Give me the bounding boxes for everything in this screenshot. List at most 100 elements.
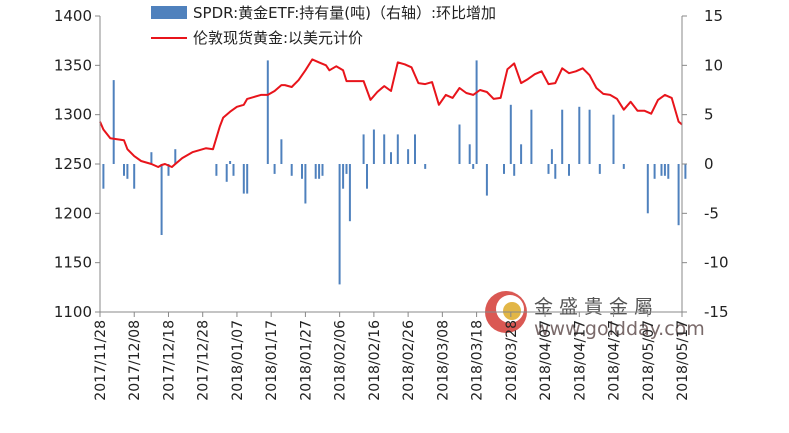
x-tick-label: 2017/11/28 (93, 320, 109, 401)
x-tick-label: 2018/01/07 (230, 320, 246, 401)
bar (468, 144, 471, 164)
bar (215, 164, 218, 176)
right-tick-label: -10 (704, 254, 729, 272)
x-tick-label: 2018/03/08 (435, 320, 451, 401)
left-tick-label: 1100 (54, 303, 92, 321)
left-tick-label: 1400 (54, 7, 92, 25)
bar (458, 124, 461, 164)
bar (520, 144, 523, 164)
x-tick-label: 2018/02/26 (401, 320, 417, 401)
x-tick-label: 2018/01/17 (264, 320, 280, 401)
bar (112, 80, 115, 164)
x-tick-label: 2018/05/07 (641, 320, 657, 401)
bar (530, 109, 533, 164)
bar (280, 139, 283, 164)
bar (554, 164, 557, 179)
bar (578, 106, 581, 164)
bar (246, 164, 249, 194)
left-tick-label: 1150 (54, 254, 92, 272)
bar (663, 164, 666, 176)
bar (232, 164, 235, 176)
axes-layer: 1100 1150 1200 1250 1300 1350 1400 -15 -10 -5 0 5 10… (54, 7, 729, 401)
right-tick-label: 5 (704, 106, 714, 124)
bar (342, 164, 345, 189)
right-tick-label: -5 (704, 204, 719, 222)
left-tick-label: 1250 (54, 155, 92, 173)
bar (513, 164, 516, 176)
bar (229, 161, 232, 164)
legend-swatch-bar (151, 6, 187, 19)
x-tick-label: 2018/01/27 (298, 320, 314, 401)
bar (133, 164, 136, 189)
bar (266, 60, 269, 164)
bar (225, 164, 228, 182)
bar (598, 164, 601, 174)
bar (414, 134, 416, 164)
bar (503, 164, 505, 174)
bar (345, 164, 348, 174)
bar (362, 134, 365, 164)
legend: SPDR:黄金ETF:持有量(吨)（右轴）:环比增加 伦敦现货黄金:以美元计价 (151, 4, 496, 47)
right-tick-label: 10 (704, 56, 723, 74)
bar (547, 164, 550, 174)
left-tick-label: 1300 (54, 106, 92, 124)
left-tick-label: 1350 (54, 56, 92, 74)
bar (561, 109, 564, 164)
bar (123, 164, 125, 176)
bar (372, 129, 375, 164)
bar (150, 152, 153, 164)
watermark-url: www.goldday.com (534, 318, 705, 340)
bar (588, 109, 591, 164)
bar (646, 164, 649, 214)
x-tick-label: 2018/04/17 (572, 320, 588, 401)
x-tick-label: 2018/04/27 (607, 320, 623, 401)
x-tick-label: 2018/03/28 (504, 320, 520, 401)
bar (318, 164, 321, 179)
bar (242, 164, 245, 194)
watermark-name: 金盛貴金屬 (534, 296, 659, 318)
left-tick-label: 1200 (54, 204, 92, 222)
bar (612, 114, 615, 164)
bar (475, 60, 478, 164)
bar (383, 134, 386, 164)
bar (304, 164, 307, 204)
bar (407, 149, 410, 164)
right-tick-label: 0 (704, 155, 714, 173)
line-layer (99, 58, 683, 168)
x-tick-label: 2017/12/08 (127, 320, 143, 401)
x-tick-label: 2018/04/07 (538, 320, 554, 401)
right-tick-label: 15 (704, 7, 723, 25)
bar (660, 164, 663, 176)
bar (102, 164, 105, 189)
bar (390, 152, 392, 164)
bar (338, 164, 341, 285)
bar (321, 164, 324, 176)
gold-price-line (99, 58, 683, 168)
bar (424, 164, 427, 169)
bar (684, 164, 687, 179)
bar (485, 164, 488, 196)
bar (290, 164, 293, 176)
bar (677, 164, 680, 226)
bar (550, 149, 553, 164)
right-tick-label: -15 (704, 303, 729, 321)
bar (667, 164, 670, 179)
x-tick-label: 2018/05/17 (675, 320, 691, 401)
x-tick-label: 2018/02/06 (333, 320, 349, 401)
bar (509, 104, 512, 164)
bar (126, 164, 129, 179)
bar (622, 164, 625, 169)
bar (366, 164, 368, 189)
bar (273, 164, 276, 174)
x-tick-label: 2017/12/28 (196, 320, 212, 401)
bar (568, 164, 570, 176)
bar (167, 164, 170, 176)
bar (348, 164, 351, 222)
bar (160, 164, 163, 235)
bar (174, 149, 177, 164)
legend-label-line: 伦敦现货黄金:以美元计价 (193, 29, 363, 47)
x-tick-label: 2017/12/18 (161, 320, 177, 401)
legend-label-bar: SPDR:黄金ETF:持有量(吨)（右轴）:环比增加 (193, 4, 496, 22)
